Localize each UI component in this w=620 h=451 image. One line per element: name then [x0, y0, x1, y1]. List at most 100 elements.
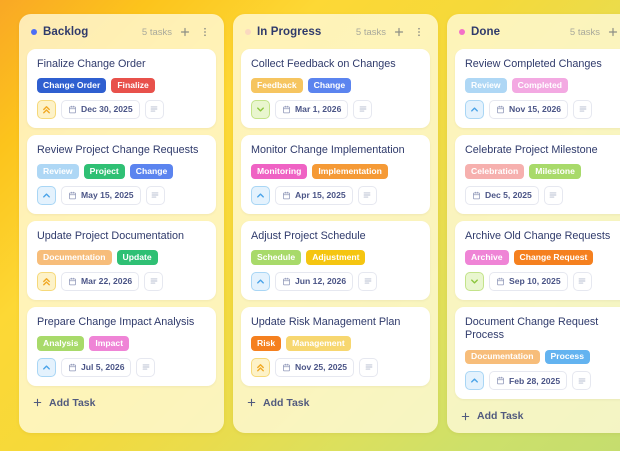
task-tag[interactable]: Update — [116, 250, 158, 265]
task-tag[interactable]: Review — [37, 164, 79, 179]
due-date-chip[interactable]: Mar 1, 2026 — [275, 99, 349, 119]
tag-list: Review Project Change — [37, 164, 206, 179]
task-card[interactable]: Update Risk Management Plan Risk Managemen… — [241, 306, 430, 386]
task-tag[interactable]: Process — [544, 349, 590, 365]
task-tag[interactable]: Project — [83, 164, 125, 179]
task-tag[interactable]: Finalize — [111, 78, 155, 93]
description-lines-icon[interactable] — [572, 271, 592, 291]
task-meta: Dec 30, 2025 — [37, 99, 206, 119]
due-date-chip[interactable]: Dec 30, 2025 — [61, 99, 140, 119]
due-date-chip[interactable]: Dec 5, 2025 — [465, 185, 539, 205]
description-lines-icon[interactable] — [145, 185, 165, 205]
task-card[interactable]: Update Project Documentation Documentatio… — [27, 220, 216, 300]
task-card[interactable]: Monitor Change Implementation Monitoring I… — [241, 134, 430, 214]
tag-list: Change Order Finalize — [37, 78, 206, 93]
due-date-chip[interactable]: Nov 15, 2026 — [489, 99, 569, 119]
task-tag[interactable]: Implementation — [312, 164, 388, 179]
due-date-chip[interactable]: Sep 10, 2025 — [489, 271, 568, 291]
task-card[interactable]: Archive Old Change Requests Archive Change… — [455, 220, 620, 300]
plus-icon — [32, 397, 43, 408]
task-tag[interactable]: Management — [286, 336, 351, 351]
tag-list: Feedback Change — [251, 78, 420, 93]
due-date-chip[interactable]: Mar 22, 2026 — [61, 271, 140, 291]
due-date-chip[interactable]: Jul 5, 2026 — [61, 357, 132, 377]
column-title: Done — [471, 26, 501, 38]
due-date-text: Feb 28, 2025 — [509, 375, 561, 386]
column-status-dot — [459, 29, 465, 35]
task-tag[interactable]: Risk — [251, 336, 282, 351]
kanban-board: Backlog 5 tasks Finalize Change Order Chang… — [0, 14, 620, 434]
calendar-icon — [282, 191, 291, 200]
description-lines-icon[interactable] — [144, 271, 164, 291]
priority-medium-chevron-up-icon[interactable] — [37, 185, 56, 205]
task-tag[interactable]: Feedback — [251, 78, 303, 93]
description-lines-icon[interactable] — [573, 99, 593, 119]
task-title: Update Project Documentation — [37, 229, 185, 242]
task-tag[interactable]: Analysis — [37, 336, 85, 351]
task-tag[interactable]: Change Request — [513, 250, 594, 265]
add-task-button[interactable]: Add Task — [455, 406, 620, 425]
description-lines-icon[interactable] — [543, 185, 563, 205]
description-lines-icon[interactable] — [136, 357, 156, 377]
description-lines-icon[interactable] — [358, 271, 378, 291]
priority-medium-chevron-up-icon[interactable] — [251, 271, 270, 291]
priority-medium-chevron-up-icon[interactable] — [465, 99, 484, 119]
task-tag[interactable]: Archive — [465, 250, 509, 265]
task-card[interactable]: Adjust Project Schedule Schedule Adjustmen… — [241, 220, 430, 300]
task-meta: Nov 15, 2026 — [465, 99, 620, 119]
column-status-dot — [245, 29, 251, 35]
task-card[interactable]: Review Project Change Requests Review Proj… — [27, 134, 216, 214]
due-date-chip[interactable]: Jun 12, 2026 — [275, 271, 354, 291]
task-tag[interactable]: Impact — [89, 336, 130, 351]
column-task-count: 5 tasks — [569, 26, 600, 38]
priority-high-chevrons-up-icon[interactable] — [37, 99, 56, 119]
description-lines-icon[interactable] — [359, 357, 379, 377]
priority-high-chevrons-up-icon[interactable] — [251, 357, 270, 377]
due-date-chip[interactable]: May 15, 2025 — [61, 185, 141, 205]
task-tag[interactable]: Documentation — [37, 250, 112, 265]
description-lines-icon[interactable] — [572, 371, 592, 391]
task-card[interactable]: Celebrate Project Milestone Celebration Mi… — [455, 134, 620, 214]
more-vertical-icon[interactable] — [198, 25, 212, 39]
priority-low-chevron-down-icon[interactable] — [465, 271, 484, 291]
add-task-button[interactable]: Add Task — [27, 393, 216, 412]
task-tag[interactable]: Schedule — [251, 250, 302, 265]
task-tag[interactable]: Adjustment — [306, 250, 366, 265]
description-lines-icon[interactable] — [357, 185, 377, 205]
task-title: Review Project Change Requests — [37, 143, 199, 156]
plus-icon[interactable] — [178, 25, 192, 39]
more-vertical-icon[interactable] — [412, 25, 426, 39]
tag-list: Review Completed — [465, 78, 620, 93]
task-title: Celebrate Project Milestone — [465, 143, 598, 156]
task-tag[interactable]: Change — [129, 164, 174, 179]
description-lines-icon[interactable] — [353, 99, 373, 119]
task-tag[interactable]: Celebration — [465, 164, 525, 179]
priority-medium-chevron-up-icon[interactable] — [37, 357, 56, 377]
task-tag[interactable]: Completed — [511, 78, 569, 93]
due-date-chip[interactable]: Apr 15, 2025 — [275, 185, 353, 205]
task-tag[interactable]: Change Order — [37, 78, 107, 93]
task-card[interactable]: Finalize Change Order Change Order Finaliz… — [27, 49, 216, 128]
due-date-text: Jul 5, 2026 — [81, 362, 125, 373]
task-card[interactable]: Review Completed Changes Review Completed N… — [455, 49, 620, 128]
task-card[interactable]: Document Change Request Process Documenta… — [455, 306, 620, 400]
task-card[interactable]: Collect Feedback on Changes Feedback Chang… — [241, 49, 430, 128]
add-task-button[interactable]: Add Task — [241, 393, 430, 412]
due-date-chip[interactable]: Feb 28, 2025 — [489, 371, 568, 391]
task-tag[interactable]: Monitoring — [251, 164, 308, 179]
priority-medium-chevron-up-icon[interactable] — [465, 371, 484, 391]
plus-icon[interactable] — [606, 25, 620, 39]
task-tag[interactable]: Change — [307, 78, 352, 93]
priority-low-chevron-down-icon[interactable] — [251, 99, 270, 119]
due-date-chip[interactable]: Nov 25, 2025 — [275, 357, 355, 377]
plus-icon[interactable] — [392, 25, 406, 39]
priority-medium-chevron-up-icon[interactable] — [251, 185, 270, 205]
task-tag[interactable]: Documentation — [465, 349, 540, 365]
task-tag[interactable]: Milestone — [529, 164, 581, 179]
task-card[interactable]: Prepare Change Impact Analysis Analysis Im… — [27, 306, 216, 386]
column-task-count: 5 tasks — [355, 26, 386, 38]
task-tag[interactable]: Review — [465, 78, 507, 93]
description-lines-icon[interactable] — [144, 99, 164, 119]
priority-high-chevrons-up-icon[interactable] — [37, 271, 56, 291]
tag-list: Monitoring Implementation — [251, 164, 420, 179]
